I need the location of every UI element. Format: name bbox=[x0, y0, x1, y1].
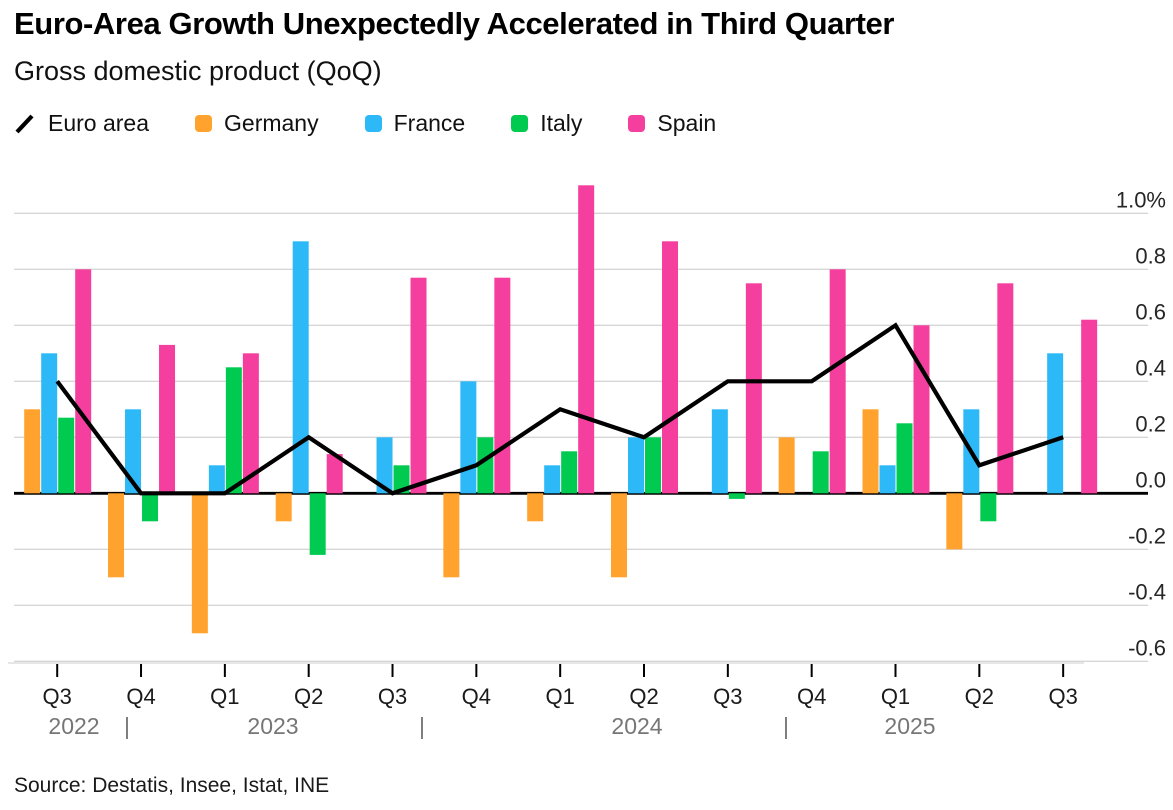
legend: Euro area Germany France Italy Spain bbox=[14, 110, 716, 137]
bar-italy-q2-2024 bbox=[645, 437, 662, 494]
bar-spain-q2-2024 bbox=[662, 241, 679, 494]
x-tick-label: Q3 bbox=[43, 684, 72, 709]
y-tick-label: 0.8 bbox=[1135, 243, 1166, 268]
bar-france-q3-2024 bbox=[711, 409, 728, 494]
bar-france-q2-2023 bbox=[292, 241, 309, 494]
legend-label: Spain bbox=[657, 110, 717, 136]
x-tick-label: Q1 bbox=[546, 684, 575, 709]
x-tick-label: Q3 bbox=[713, 684, 742, 709]
bar-germany-q4-2024 bbox=[778, 437, 795, 494]
x-tick-label: Q4 bbox=[462, 684, 491, 709]
bar-germany-q3-2022 bbox=[24, 409, 41, 494]
x-tick-label: Q4 bbox=[797, 684, 826, 709]
bar-spain-q1-2023 bbox=[242, 353, 259, 494]
page-title: Euro-Area Growth Unexpectedly Accelerate… bbox=[14, 6, 895, 41]
x-tick-label: Q1 bbox=[210, 684, 239, 709]
legend-item-france: France bbox=[364, 110, 466, 137]
source-note: Source: Destatis, Insee, Istat, INE bbox=[14, 774, 330, 797]
y-tick-label: -0.6 bbox=[1128, 635, 1166, 660]
bar-france-q3-2025 bbox=[1047, 353, 1064, 494]
italy-swatch-icon bbox=[511, 115, 529, 132]
bar-italy-q4-2023 bbox=[477, 437, 494, 494]
bar-spain-q3-2022 bbox=[75, 269, 92, 494]
y-tick-label: 1.0% bbox=[1116, 187, 1166, 212]
bar-spain-q1-2025 bbox=[913, 325, 930, 494]
bar-germany-q1-2024 bbox=[527, 493, 544, 522]
euro-area-line-icon bbox=[14, 113, 36, 135]
bar-spain-q4-2024 bbox=[829, 269, 846, 494]
bar-italy-q3-2023 bbox=[393, 465, 410, 494]
year-label: 2025 bbox=[884, 713, 935, 739]
year-label: 2023 bbox=[247, 713, 298, 739]
bar-france-q2-2024 bbox=[628, 437, 645, 494]
bar-italy-q4-2024 bbox=[812, 451, 829, 494]
bar-italy-q3-2022 bbox=[58, 417, 75, 494]
x-tick-label: Q2 bbox=[294, 684, 323, 709]
legend-label: Euro area bbox=[48, 110, 150, 136]
france-swatch-icon bbox=[364, 115, 382, 132]
bar-france-q3-2023 bbox=[376, 437, 393, 494]
bar-italy-q3-2024 bbox=[728, 493, 745, 499]
bar-spain-q2-2023 bbox=[326, 454, 343, 494]
bar-italy-q1-2025 bbox=[896, 423, 913, 494]
legend-item-euro-area: Euro area bbox=[14, 110, 149, 137]
bar-germany-q2-2025 bbox=[946, 493, 963, 550]
year-label: 2024 bbox=[611, 713, 662, 739]
bar-italy-q2-2023 bbox=[309, 493, 326, 555]
legend-label: France bbox=[393, 110, 466, 136]
page-subtitle: Gross domestic product (QoQ) bbox=[14, 56, 382, 86]
spain-swatch-icon bbox=[628, 115, 646, 132]
bar-france-q4-2022 bbox=[125, 409, 142, 494]
bar-italy-q2-2025 bbox=[980, 493, 997, 522]
bar-france-q4-2023 bbox=[460, 381, 477, 494]
y-tick-label: 0.4 bbox=[1135, 355, 1166, 380]
germany-swatch-icon bbox=[195, 115, 213, 132]
legend-item-italy: Italy bbox=[511, 110, 582, 137]
bar-spain-q3-2024 bbox=[745, 283, 762, 494]
year-separator: | bbox=[419, 713, 425, 739]
bar-france-q1-2025 bbox=[879, 465, 896, 494]
y-tick-label: 0.2 bbox=[1135, 411, 1166, 436]
y-tick-label: 0.0 bbox=[1135, 467, 1166, 492]
bar-spain-q2-2025 bbox=[997, 283, 1014, 494]
year-separator: | bbox=[783, 713, 789, 739]
bar-germany-q1-2025 bbox=[862, 409, 879, 494]
legend-item-spain: Spain bbox=[628, 110, 716, 137]
bar-france-q1-2024 bbox=[544, 465, 561, 494]
bar-spain-q4-2023 bbox=[494, 277, 511, 494]
bar-germany-q2-2024 bbox=[611, 493, 628, 578]
bar-germany-q4-2023 bbox=[443, 493, 460, 578]
y-tick-label: -0.4 bbox=[1128, 579, 1166, 604]
year-label: 2022 bbox=[48, 713, 99, 739]
legend-label: Italy bbox=[540, 110, 583, 136]
x-tick-label: Q2 bbox=[965, 684, 994, 709]
legend-label: Germany bbox=[224, 110, 319, 136]
bar-italy-q4-2022 bbox=[142, 493, 159, 522]
y-tick-label: -0.2 bbox=[1128, 523, 1166, 548]
x-tick-label: Q3 bbox=[378, 684, 407, 709]
legend-item-germany: Germany bbox=[195, 110, 319, 137]
bar-italy-q1-2023 bbox=[225, 367, 242, 494]
x-tick-label: Q4 bbox=[126, 684, 155, 709]
x-tick-label: Q1 bbox=[881, 684, 910, 709]
bar-spain-q1-2024 bbox=[578, 185, 595, 494]
bar-germany-q4-2022 bbox=[108, 493, 125, 578]
bar-spain-q4-2022 bbox=[159, 344, 176, 494]
euro-area-line bbox=[55, 322, 1064, 496]
y-tick-label: 0.6 bbox=[1135, 299, 1166, 324]
x-tick-label: Q2 bbox=[629, 684, 658, 709]
bar-france-q3-2022 bbox=[41, 353, 58, 494]
bar-spain-q3-2025 bbox=[1081, 319, 1098, 494]
bar-spain-q3-2023 bbox=[410, 277, 427, 494]
bar-italy-q1-2024 bbox=[561, 451, 578, 494]
bar-germany-q2-2023 bbox=[275, 493, 292, 522]
bar-france-q1-2023 bbox=[208, 465, 225, 494]
bar-germany-q1-2023 bbox=[191, 493, 208, 634]
year-separator: | bbox=[124, 713, 130, 739]
x-tick-label: Q3 bbox=[1048, 684, 1077, 709]
